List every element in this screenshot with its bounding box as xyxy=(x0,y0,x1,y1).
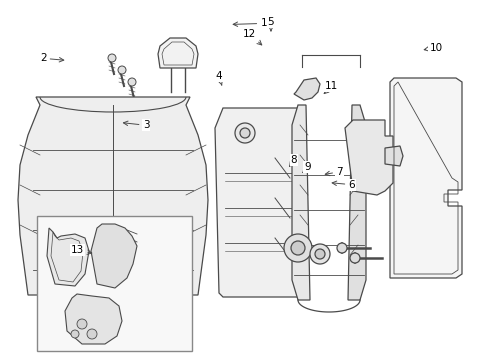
Polygon shape xyxy=(91,224,137,288)
Circle shape xyxy=(108,54,116,62)
Polygon shape xyxy=(292,105,310,300)
Polygon shape xyxy=(348,105,366,300)
Polygon shape xyxy=(345,120,393,195)
Text: 11: 11 xyxy=(324,81,339,94)
Polygon shape xyxy=(385,146,403,166)
Circle shape xyxy=(128,78,136,86)
Circle shape xyxy=(71,330,79,338)
Circle shape xyxy=(87,329,97,339)
Polygon shape xyxy=(294,78,320,100)
Text: 8: 8 xyxy=(290,155,297,166)
Polygon shape xyxy=(158,38,198,68)
Circle shape xyxy=(235,123,255,143)
Circle shape xyxy=(315,249,325,259)
Circle shape xyxy=(240,128,250,138)
Polygon shape xyxy=(390,78,462,278)
Polygon shape xyxy=(47,228,89,286)
Circle shape xyxy=(118,66,126,74)
Text: 4: 4 xyxy=(216,71,222,85)
Polygon shape xyxy=(65,294,122,344)
Text: 2: 2 xyxy=(40,53,64,63)
Circle shape xyxy=(291,241,305,255)
Circle shape xyxy=(310,244,330,264)
Circle shape xyxy=(77,319,87,329)
Text: 13: 13 xyxy=(71,245,92,255)
Text: 7: 7 xyxy=(325,167,343,177)
Text: 1: 1 xyxy=(233,18,267,28)
Text: 3: 3 xyxy=(123,120,149,130)
Text: 10: 10 xyxy=(424,42,442,53)
Text: 5: 5 xyxy=(268,17,274,31)
Circle shape xyxy=(337,243,347,253)
Circle shape xyxy=(350,253,360,263)
Text: 9: 9 xyxy=(303,162,311,172)
Polygon shape xyxy=(215,108,305,297)
Text: 12: 12 xyxy=(243,29,262,45)
Bar xyxy=(37,216,192,351)
Text: 6: 6 xyxy=(332,180,355,190)
Circle shape xyxy=(284,234,312,262)
Polygon shape xyxy=(18,97,208,295)
